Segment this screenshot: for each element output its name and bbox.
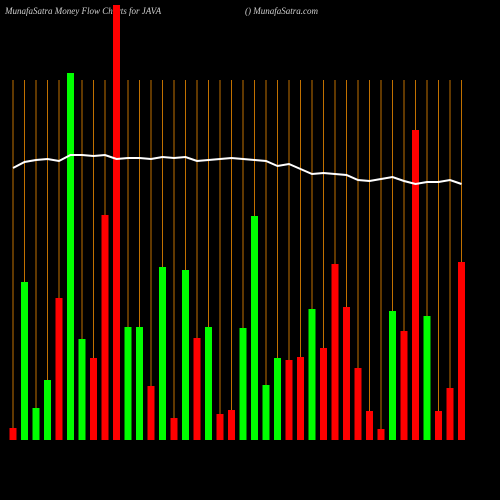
bar [354, 368, 362, 440]
bar [9, 428, 17, 440]
bar [170, 418, 178, 440]
bar [21, 282, 28, 440]
bar [285, 360, 293, 440]
bar [435, 411, 442, 440]
bar [182, 270, 189, 440]
bar [67, 73, 74, 440]
bar [55, 298, 63, 440]
chart-subtitle: () MunafaSatra.com [245, 6, 318, 16]
bar [159, 267, 166, 440]
bar [446, 388, 454, 440]
bar [262, 385, 270, 440]
bar [389, 311, 396, 440]
bar [124, 327, 132, 440]
bar [113, 5, 120, 440]
bar [90, 358, 97, 440]
chart-title: MunafaSatra Money Flow Charts for JAVA [4, 6, 162, 16]
bar [377, 429, 385, 440]
bar [274, 358, 281, 440]
bar [251, 216, 258, 440]
bar [136, 327, 143, 440]
bar [32, 408, 40, 440]
bar [320, 348, 327, 440]
bar [423, 316, 431, 440]
bar [308, 309, 316, 440]
bar [78, 339, 86, 440]
bar [366, 411, 373, 440]
bar [205, 327, 212, 440]
bar [400, 331, 408, 440]
money-flow-line [12, 153, 462, 186]
bar [193, 338, 201, 440]
bar [147, 386, 155, 440]
bar [458, 262, 465, 440]
bar [297, 357, 304, 440]
bar [331, 264, 339, 440]
bar [228, 410, 235, 440]
bar [216, 414, 224, 440]
bar [412, 130, 419, 440]
bar [343, 307, 350, 440]
bar [44, 380, 51, 440]
bar [239, 328, 247, 440]
bar [101, 215, 109, 440]
